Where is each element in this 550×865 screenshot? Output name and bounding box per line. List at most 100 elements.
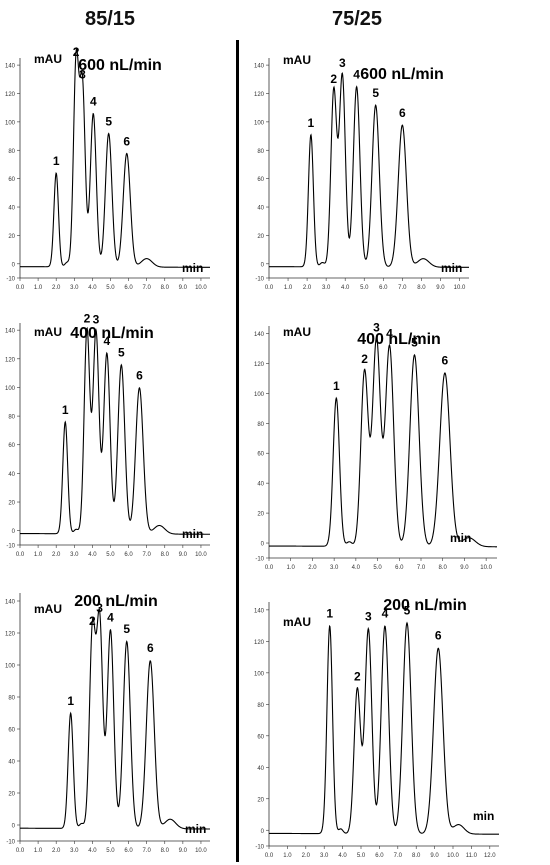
peak-label: 6 [123,134,130,148]
x-tick-label: 1.0 [34,552,43,558]
x-tick-label: 2.0 [302,853,311,859]
x-tick-label: 11.0 [466,853,478,859]
x-tick-label: 7.0 [398,285,407,291]
peak-label: 5 [105,114,112,128]
y-unit-label: mAU [34,325,62,339]
x-tick-label: 4.0 [88,552,97,558]
x-tick-label: 7.0 [394,853,403,859]
x-unit-label: min [182,527,203,541]
y-unit-label: mAU [34,52,62,66]
chromatogram-trace [269,72,469,268]
y-tick-label: 120 [5,357,16,363]
x-tick-label: 5.0 [106,285,115,291]
peak-label: 3 [96,601,103,615]
y-tick-label: -10 [255,845,264,851]
y-tick-label: 20 [257,797,264,803]
flow-rate-label: 200 nL/min [383,597,467,614]
y-tick-label: 40 [8,760,15,766]
y-unit-label: mAU [283,53,311,67]
x-unit-label: min [185,822,206,836]
y-tick-label: 20 [257,234,264,240]
y-tick-label: -10 [6,277,15,283]
x-tick-label: 6.0 [124,848,133,854]
y-tick-label: 0 [12,262,16,268]
x-tick-label: 5.0 [360,285,369,291]
x-tick-label: 1.0 [34,848,43,854]
chromatogram-75-25-400: -10 0 20 40 60 80 100 120 140 0.0 1.0 2.0 3.0 4.0 5.0 6… [254,320,497,571]
peak-label: 3 [339,56,346,70]
x-tick-label: 5.0 [357,853,366,859]
peak-label: 3 [373,320,380,334]
x-tick-label: 3.0 [70,285,79,291]
x-tick-label: 10.0 [480,565,492,571]
y-tick-label: 0 [12,824,16,830]
x-unit-label: min [182,261,203,275]
x-tick-label: 1.0 [287,565,296,571]
y-tick-label: 140 [5,600,16,606]
y-tick-label: 100 [254,392,265,398]
y-tick-label: 60 [8,443,15,449]
x-tick-label: 0.0 [16,848,25,854]
x-tick-label: 9.0 [179,848,188,854]
x-unit-label: min [441,261,462,275]
y-tick-label: 0 [261,542,265,548]
x-tick-label: 7.0 [142,552,151,558]
x-tick-label: 8.0 [161,848,170,854]
y-tick-label: 100 [5,386,16,392]
x-tick-label: 2.0 [303,285,312,291]
peak-label: 4 [104,334,111,348]
x-tick-label: 2.0 [52,848,61,854]
x-tick-label: 2.0 [308,565,317,571]
peak-label: 1 [53,154,60,168]
y-tick-label: 20 [8,234,15,240]
y-tick-label: 140 [254,64,265,70]
y-tick-label: 80 [257,703,264,709]
x-tick-label: 0.0 [265,565,274,571]
y-tick-label: 140 [254,608,265,614]
y-tick-label: 140 [5,329,16,335]
x-tick-label: 10.0 [447,853,459,859]
peak-label: 3 [79,68,86,82]
flow-rate-label: 400 nL/min [70,325,154,342]
y-tick-label: 100 [5,664,16,670]
x-tick-label: 7.0 [142,285,151,291]
x-tick-label: 3.0 [322,285,331,291]
x-tick-label: 6.0 [375,853,384,859]
peak-label: 2 [354,669,361,683]
peak-label: 1 [67,694,74,708]
chromatogram-85-15-600: -10 0 20 40 60 80 100 120 140 0.0 1.0 2.0 3.0 4.0 5.0 6… [5,45,210,291]
peak-label: 1 [308,116,315,130]
x-tick-label: 3.0 [70,552,79,558]
flow-rate-label: 400 nL/min [357,331,441,348]
y-tick-label: 140 [5,64,16,70]
y-tick-label: 60 [8,177,15,183]
chromatogram-85-15-400: -10 0 20 40 60 80 100 120 140 0.0 1.0 2.0 3.0 4.0 5.0 6… [5,311,210,558]
peak-label: 2 [84,311,91,325]
x-tick-label: 10.0 [195,285,207,291]
y-tick-label: 100 [5,120,16,126]
chromatogram-trace [20,607,210,830]
x-tick-label: 3.0 [70,848,79,854]
y-unit-label: mAU [283,325,311,339]
y-unit-label: mAU [34,602,62,616]
peak-label: 1 [326,606,333,620]
peak-label: 3 [365,610,372,624]
x-tick-label: 1.0 [284,285,293,291]
x-tick-label: 3.0 [330,565,339,571]
y-tick-label: 80 [257,422,264,428]
y-tick-label: 60 [8,728,15,734]
y-tick-label: -10 [6,840,15,846]
y-tick-label: 40 [257,766,264,772]
y-tick-label: -10 [6,544,15,550]
y-tick-label: 0 [12,529,16,535]
peak-label: 4 [382,606,389,620]
y-tick-label: 100 [254,671,265,677]
x-tick-label: 9.0 [460,565,469,571]
y-tick-label: 120 [254,640,265,646]
x-tick-label: 5.0 [373,565,382,571]
x-tick-label: 4.0 [338,853,347,859]
column-header-75-25: 75/25 [332,8,383,30]
x-tick-label: 0.0 [265,285,274,291]
chromatogram-trace [20,326,210,535]
